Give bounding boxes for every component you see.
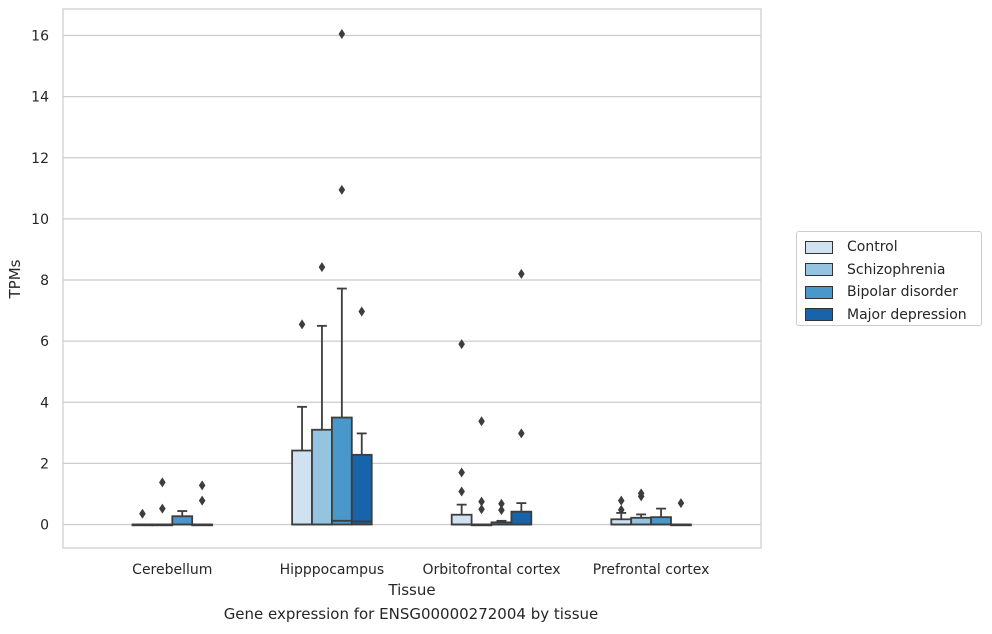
outlier-point [139,508,146,519]
box-series [131,28,692,527]
chart-caption: Gene expression for ENSG00000272004 by t… [223,605,599,623]
box-schizophrenia [311,262,333,526]
legend-swatch [805,285,833,299]
box-schizophrenia [470,416,493,527]
box-bipolar-disorder [171,510,194,526]
box-body [450,513,473,526]
outlier-point [159,503,166,514]
box-control [291,319,313,526]
outlier-point [318,262,326,273]
y-axis-label: TPMs [6,259,24,299]
plot-area-frame [62,8,762,549]
outlier-point [458,467,465,478]
legend-swatch [805,308,833,322]
outlier-point [358,306,366,317]
box-control [131,508,154,527]
box-body [291,449,313,526]
legend-item: Major depression [803,304,975,327]
outlier-point [198,495,206,506]
box-control [450,339,473,526]
box-schizophrenia [151,477,174,527]
box-body [630,516,653,526]
box-major-depression [670,498,692,527]
outlier-point [338,184,346,195]
outlier-point [518,428,525,439]
box-body [510,510,533,526]
legend-item: Schizophrenia [803,259,975,282]
y-tick-label: 10 [31,212,49,228]
outlier-point [677,498,685,509]
x-tick-label: Hipppocampus [280,562,385,578]
outlier-point [478,504,485,515]
y-tick-label: 4 [40,395,49,411]
y-tick-label: 14 [31,90,49,106]
outlier-point [298,319,306,330]
box-major-depression [510,268,533,526]
x-tick-label: Orbitofrontal cortex [423,562,561,578]
x-tick-label: Cerebellum [132,562,212,578]
outlier-point [637,488,645,499]
box-major-depression [191,480,213,527]
outlier-point [338,28,346,39]
legend-label: Major depression [847,306,967,323]
y-tick-label: 6 [40,334,49,350]
y-tick-label: 12 [31,151,49,167]
grid-lines [63,34,761,526]
outlier-point [498,498,505,509]
legend-swatch [805,240,833,254]
legend-item: Bipolar disorder [803,281,975,304]
x-tick-label: Prefrontal cortex [593,562,710,578]
x-axis-label: Tissue [387,581,435,599]
outlier-point [617,495,625,506]
outlier-point [458,486,465,497]
outlier-point [498,505,505,516]
box-body [330,416,353,526]
box-bipolar-disorder [490,498,513,526]
outlier-point [458,339,465,350]
x-axis-ticks: Cerebellum Hipppocampus Orbitofrontal cort… [132,562,709,578]
y-tick-label: 2 [40,456,49,472]
y-tick-label: 0 [40,518,49,534]
outlier-point [198,480,206,491]
legend-label: Control [847,239,898,256]
y-tick-label: 16 [31,29,49,45]
legend: Control Schizophrenia Bipolar disorder Majo… [796,231,982,326]
legend-label: Schizophrenia [847,261,946,278]
box-body [650,516,672,526]
box-major-depression [350,306,373,526]
box-bipolar-disorder [650,507,672,526]
box-control [610,495,633,526]
box-body [311,428,333,526]
outlier-point [478,496,485,507]
legend-item: Control [803,236,975,259]
box-body [171,515,194,526]
y-tick-label: 8 [40,273,49,289]
y-axis-ticks: 0 2 4 6 8 10 12 14 16 [31,29,49,534]
box-body [350,453,373,526]
outlier-point [617,504,625,515]
box-schizophrenia [630,488,653,526]
outlier-point [478,416,485,427]
outlier-point [159,477,166,488]
outlier-point [518,268,525,279]
legend-swatch [805,263,833,277]
legend-label: Bipolar disorder [847,284,959,301]
box-bipolar-disorder [330,28,353,526]
